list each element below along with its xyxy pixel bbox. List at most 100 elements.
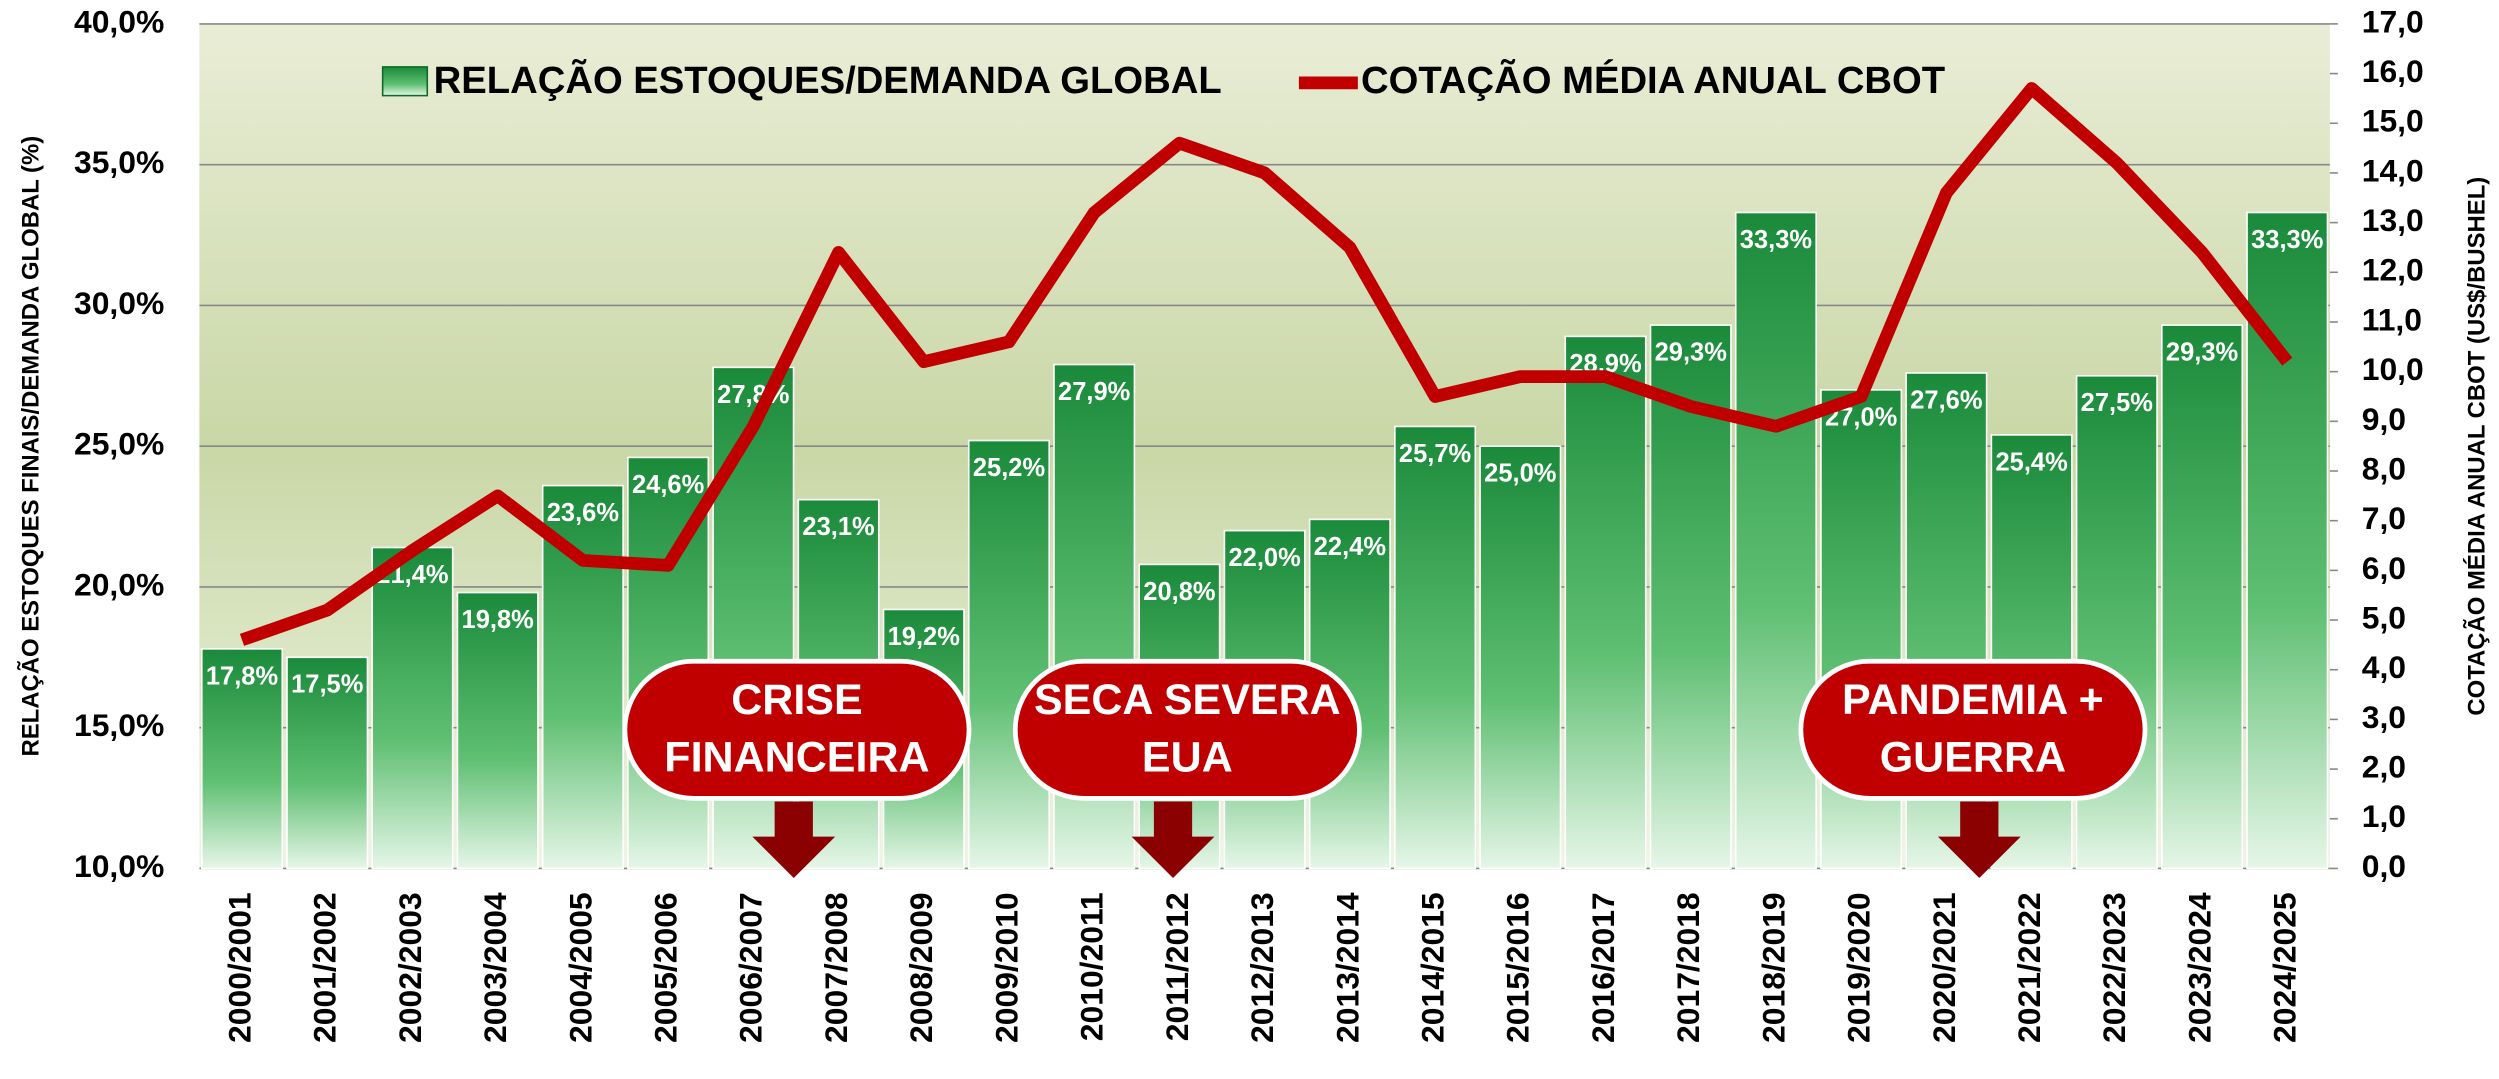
annotation-arrow	[1937, 801, 2021, 879]
y-axis-label: RELAÇÃO ESTOQUES FINAIS/DEMANDA GLOBAL (…	[16, 136, 44, 757]
y2-tick-label: 9,0	[2362, 401, 2406, 437]
price-line	[239, 82, 2293, 646]
x-tick-label: 2002/2003	[392, 892, 428, 1043]
bar-value-label: 27,5%	[2081, 389, 2153, 417]
x-tick-label: 2018/2019	[1755, 892, 1791, 1043]
bar-value-label: 19,8%	[462, 606, 534, 634]
bar-value-label: 23,6%	[547, 499, 619, 527]
x-tick-label: 2015/2016	[1500, 892, 1536, 1043]
y2-tick-label: 1,0	[2362, 798, 2406, 834]
bar-value-label: 25,4%	[1995, 448, 2067, 476]
x-tick-label: 2019/2020	[1841, 892, 1877, 1043]
x-tick-label: 2008/2009	[903, 892, 939, 1043]
x-tick-label: 2013/2014	[1329, 892, 1365, 1043]
y2-tick-label: 16,0	[2362, 53, 2424, 89]
bar-value-label: 25,0%	[1484, 460, 1556, 488]
bar	[1394, 425, 1477, 870]
x-tick-label: 2014/2015	[1414, 892, 1450, 1043]
bar	[1564, 335, 1647, 870]
bar-value-label: 22,4%	[1314, 533, 1386, 561]
bar-value-label: 24,6%	[632, 471, 704, 499]
y-tick-label: 10,0%	[74, 848, 164, 884]
y2-tick-label: 13,0	[2362, 202, 2424, 238]
y-tick-label: 15,0%	[74, 707, 164, 743]
legend-bar-label: RELAÇÃO ESTOQUES/DEMANDA GLOBAL	[434, 58, 1222, 102]
bar-value-label: 25,2%	[973, 454, 1045, 482]
x-tick-label: 2005/2006	[648, 892, 684, 1043]
legend-line-label: COTAÇÃO MÉDIA ANUAL CBOT	[1361, 58, 1945, 102]
bar	[200, 648, 284, 870]
bar-value-label: 25,7%	[1399, 440, 1471, 468]
legend-bar-swatch	[381, 66, 429, 97]
annotation-text: FINANCEIRA	[664, 733, 929, 781]
bar-value-label: 29,3%	[2166, 339, 2238, 367]
bar	[286, 656, 369, 870]
bar-value-label: 17,8%	[206, 662, 278, 690]
bar	[2161, 324, 2244, 870]
bar	[2246, 211, 2329, 870]
y2-tick-label: 5,0	[2362, 599, 2406, 635]
y2-tick-label: 14,0	[2362, 152, 2424, 188]
x-tick-label: 2010/2011	[1074, 892, 1110, 1041]
x-tick-label: 2024/2025	[2267, 892, 2303, 1043]
x-tick-label: 2020/2021	[1926, 892, 1962, 1043]
y-tick-label: 20,0%	[74, 566, 164, 602]
y2-axis-label: COTAÇÃO MÉDIA ANUAL CBOT (US$/BUSHEL)	[2462, 177, 2490, 716]
y2-tick-label: 7,0	[2362, 500, 2406, 536]
annotation-text: SECA SEVERA	[1034, 676, 1341, 724]
bar	[1734, 211, 1817, 870]
x-tick-label: 2021/2022	[2011, 892, 2047, 1043]
y-tick-label: 30,0%	[74, 285, 164, 321]
annotation-arrow	[752, 801, 836, 879]
bar	[1990, 434, 2073, 870]
annotation-box	[1798, 658, 2148, 801]
y2-tick-label: 2,0	[2362, 749, 2406, 785]
annotation-arrow	[1131, 801, 1215, 879]
annotation-text: PANDEMIA +	[1842, 676, 2104, 724]
bar-value-label: 23,1%	[802, 513, 874, 541]
bar-value-label: 29,3%	[1655, 339, 1727, 367]
bar	[541, 484, 624, 870]
x-tick-label: 2023/2024	[2181, 892, 2217, 1043]
x-tick-label: 2016/2017	[1585, 892, 1621, 1043]
bar	[456, 591, 539, 870]
bar-value-label: 17,5%	[291, 671, 363, 699]
annotation-text: GUERRA	[1880, 733, 2066, 781]
x-tick-label: 2001/2002	[307, 892, 343, 1043]
x-tick-label: 2017/2018	[1670, 892, 1706, 1043]
bar-value-label: 20,8%	[1143, 578, 1215, 606]
bar-value-label: 27,9%	[1058, 378, 1130, 406]
x-tick-label: 2000/2001	[221, 892, 257, 1043]
y2-tick-label: 11,0	[2362, 301, 2422, 337]
x-tick-label: 2006/2007	[733, 892, 769, 1043]
bar-value-label: 22,0%	[1229, 544, 1301, 572]
bar	[1479, 445, 1562, 870]
y2-tick-label: 17,0	[2362, 3, 2424, 39]
bar	[967, 439, 1050, 870]
x-tick-label: 2007/2008	[818, 892, 854, 1043]
x-tick-label: 2011/2012	[1159, 892, 1195, 1041]
x-tick-label: 2022/2023	[2096, 892, 2132, 1043]
x-tick-label: 2009/2010	[988, 892, 1024, 1043]
y2-tick-label: 8,0	[2362, 450, 2406, 486]
annotation-text: EUA	[1142, 733, 1233, 781]
y2-tick-label: 6,0	[2362, 550, 2406, 586]
x-tick-label: 2003/2004	[477, 892, 513, 1043]
y2-tick-label: 15,0	[2362, 103, 2424, 139]
y-tick-label: 35,0%	[74, 144, 164, 180]
x-tick-label: 2012/2013	[1244, 892, 1280, 1043]
annotation-text: CRISE	[731, 676, 862, 724]
bar-value-label: 33,3%	[1740, 226, 1812, 254]
y2-tick-label: 3,0	[2362, 699, 2406, 735]
x-tick-label: 2004/2005	[562, 892, 598, 1043]
y2-tick-label: 0,0	[2362, 848, 2406, 884]
bar-value-label: 19,2%	[888, 623, 960, 651]
y-tick-label: 40,0%	[74, 3, 164, 39]
y-tick-label: 25,0%	[74, 426, 164, 462]
y2-tick-label: 12,0	[2362, 252, 2424, 288]
y2-tick-label: 4,0	[2362, 649, 2406, 685]
y2-tick-label: 10,0	[2362, 351, 2424, 387]
bar-value-label: 27,6%	[1910, 386, 1982, 414]
bar-value-label: 33,3%	[2251, 226, 2323, 254]
